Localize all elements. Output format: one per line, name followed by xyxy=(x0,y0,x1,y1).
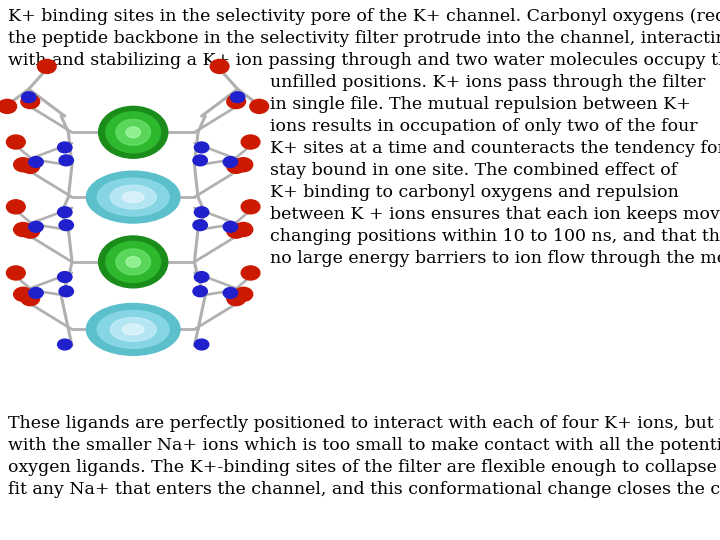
Circle shape xyxy=(223,287,238,298)
Circle shape xyxy=(6,135,25,149)
Ellipse shape xyxy=(122,192,144,202)
Circle shape xyxy=(59,220,73,231)
Circle shape xyxy=(145,125,164,139)
Text: in single file. The mutual repulsion between K+: in single file. The mutual repulsion bet… xyxy=(270,96,691,113)
Text: the peptide backbone in the selectivity filter protrude into the channel, intera: the peptide backbone in the selectivity … xyxy=(8,30,720,47)
Circle shape xyxy=(234,158,253,172)
Text: K+ binding sites in the selectivity pore of the K+ channel. Carbonyl oxygens (re: K+ binding sites in the selectivity pore… xyxy=(8,8,720,25)
Circle shape xyxy=(194,142,209,153)
Circle shape xyxy=(193,220,207,231)
Circle shape xyxy=(106,241,161,282)
Circle shape xyxy=(230,92,245,103)
Circle shape xyxy=(29,157,43,167)
Circle shape xyxy=(14,222,32,237)
Circle shape xyxy=(0,99,17,113)
Circle shape xyxy=(99,106,168,158)
Circle shape xyxy=(194,272,209,282)
Circle shape xyxy=(29,287,43,298)
Circle shape xyxy=(241,200,260,214)
Circle shape xyxy=(29,221,43,232)
Text: oxygen ligands. The K+-binding sites of the filter are flexible enough to collap: oxygen ligands. The K+-binding sites of … xyxy=(8,459,720,476)
Text: K+ binding to carbonyl oxygens and repulsion: K+ binding to carbonyl oxygens and repul… xyxy=(270,184,679,201)
Circle shape xyxy=(234,222,253,237)
Circle shape xyxy=(37,59,56,73)
Circle shape xyxy=(223,157,238,167)
Text: between K + ions ensures that each ion keeps moving,: between K + ions ensures that each ion k… xyxy=(270,206,720,223)
Circle shape xyxy=(241,135,260,149)
Circle shape xyxy=(58,207,72,218)
Circle shape xyxy=(193,155,207,166)
Circle shape xyxy=(126,127,140,138)
Circle shape xyxy=(227,159,246,173)
Ellipse shape xyxy=(110,318,156,341)
Circle shape xyxy=(6,266,25,280)
Circle shape xyxy=(106,112,161,153)
Circle shape xyxy=(21,224,40,238)
Circle shape xyxy=(145,322,164,336)
Text: These ligands are perfectly positioned to interact with each of four K+ ions, bu: These ligands are perfectly positioned t… xyxy=(8,415,720,432)
Circle shape xyxy=(227,292,246,306)
Text: changing positions within 10 to 100 ns, and that there are: changing positions within 10 to 100 ns, … xyxy=(270,228,720,245)
Circle shape xyxy=(102,255,121,269)
Circle shape xyxy=(102,322,121,336)
Text: stay bound in one site. The combined effect of: stay bound in one site. The combined eff… xyxy=(270,162,678,179)
Ellipse shape xyxy=(86,303,180,355)
Text: with the smaller Na+ ions which is too small to make contact with all the potent: with the smaller Na+ ions which is too s… xyxy=(8,437,720,454)
Circle shape xyxy=(145,190,164,204)
Text: fit any Na+ that enters the channel, and this conformational change closes the c: fit any Na+ that enters the channel, and… xyxy=(8,481,720,498)
Circle shape xyxy=(58,339,72,350)
Circle shape xyxy=(6,200,25,214)
Ellipse shape xyxy=(97,178,169,216)
Circle shape xyxy=(21,94,40,109)
Circle shape xyxy=(99,236,168,288)
Circle shape xyxy=(145,255,164,269)
Circle shape xyxy=(58,272,72,282)
Circle shape xyxy=(14,158,32,172)
Circle shape xyxy=(116,119,150,145)
Circle shape xyxy=(194,339,209,350)
Circle shape xyxy=(22,92,36,103)
Circle shape xyxy=(14,287,32,301)
Circle shape xyxy=(21,292,40,306)
Text: K+ sites at a time and counteracts the tendency for a K+ to: K+ sites at a time and counteracts the t… xyxy=(270,140,720,157)
Circle shape xyxy=(227,224,246,238)
Circle shape xyxy=(21,159,40,173)
Circle shape xyxy=(241,266,260,280)
Circle shape xyxy=(234,287,253,301)
Ellipse shape xyxy=(97,310,169,348)
Text: unfilled positions. K+ ions pass through the filter: unfilled positions. K+ ions pass through… xyxy=(270,74,706,91)
Circle shape xyxy=(194,207,209,218)
Ellipse shape xyxy=(122,324,144,335)
Circle shape xyxy=(223,221,238,232)
Text: ions results in occupation of only two of the four: ions results in occupation of only two o… xyxy=(270,118,698,135)
Circle shape xyxy=(227,94,246,109)
Text: with and stabilizing a K+ ion passing through and two water molecules occupy the: with and stabilizing a K+ ion passing th… xyxy=(8,52,720,69)
Circle shape xyxy=(58,142,72,153)
Circle shape xyxy=(59,286,73,297)
Circle shape xyxy=(126,256,140,267)
Circle shape xyxy=(102,190,121,204)
Circle shape xyxy=(116,249,150,275)
Ellipse shape xyxy=(110,185,156,209)
Circle shape xyxy=(59,155,73,166)
Text: no large energy barriers to ion flow through the membrane: no large energy barriers to ion flow thr… xyxy=(270,250,720,267)
Circle shape xyxy=(250,99,269,113)
Circle shape xyxy=(193,286,207,297)
Circle shape xyxy=(210,59,229,73)
Ellipse shape xyxy=(86,171,180,223)
Circle shape xyxy=(102,125,121,139)
